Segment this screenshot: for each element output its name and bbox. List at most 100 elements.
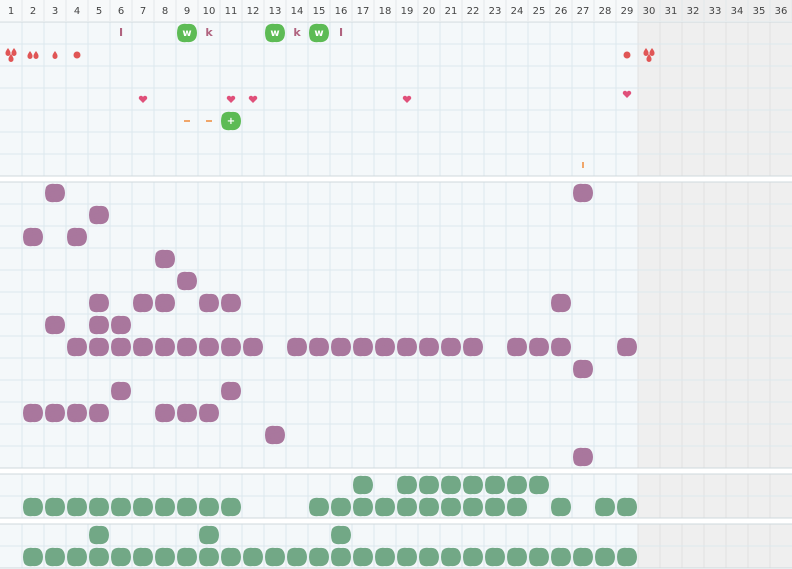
column-label: 3 [52,6,58,17]
column-label: 36 [775,6,788,17]
entry-blob [111,315,131,335]
blob-scribble [244,339,262,356]
blob-scribble [200,405,218,422]
entry-blob [133,293,153,313]
column-label: 16 [335,6,348,17]
blob-scribble [266,427,284,444]
blob-scribble [156,405,174,422]
drop-icon [649,48,655,56]
blob-scribble [552,295,570,312]
entry-blob [375,337,395,357]
entry-blob [89,525,109,545]
blob-scribble [464,339,482,356]
entry-blob [155,293,175,313]
blob-scribble [530,339,548,356]
blob-scribble [530,477,548,494]
badge-label: w [314,28,323,39]
blob-scribble [486,499,504,516]
entry-blob [397,475,417,495]
entry-blob [287,337,307,357]
entry-badge [177,23,197,43]
entry-blob [595,547,615,567]
entry-blob [463,475,483,495]
drop-icon [646,54,652,63]
entry-blob [67,403,87,423]
blob-scribble [222,383,240,400]
blob-scribble [178,549,196,566]
badge-label: + [227,116,235,127]
blob-scribble [596,499,614,516]
blob-scribble [508,477,526,494]
entry-blob [507,337,527,357]
blob-scribble [200,549,218,566]
entry-letter: I [339,26,343,39]
entry-badge [265,23,285,43]
blob-scribble [90,499,108,516]
heart-icon [248,95,258,103]
entry-blob [485,475,505,495]
blob-scribble [332,549,350,566]
entry-blob [551,337,571,357]
entry-blob [67,547,87,567]
blob-scribble [398,499,416,516]
column-label: 20 [423,6,436,17]
entry-blob [23,227,43,247]
entry-blob [133,337,153,357]
entry-blob [111,337,131,357]
blob-scribble [442,549,460,566]
blob-scribble [90,339,108,356]
blob-scribble [156,295,174,312]
column-label: 35 [753,6,766,17]
entry-blob [177,497,197,517]
blob-scribble [310,339,328,356]
column-label: 5 [96,6,102,17]
blob-scribble [596,549,614,566]
column-label: 1 [8,6,14,17]
entry-blob [441,497,461,517]
entry-blob [177,337,197,357]
entry-blob [551,547,571,567]
blob-scribble [354,477,372,494]
heart-icon [226,95,236,103]
blob-scribble [398,549,416,566]
entry-blob [551,497,571,517]
column-label: 23 [489,6,502,17]
entry-blob [199,403,219,423]
column-label: 6 [118,6,124,17]
entry-blob [331,525,351,545]
blob-scribble [354,499,372,516]
entry-blob [221,293,241,313]
drop-icon [52,51,58,59]
blob-scribble [442,499,460,516]
entry-blob [177,403,197,423]
entry-blob [529,337,549,357]
entry-blob [67,227,87,247]
entry-blob [397,547,417,567]
column-label: 22 [467,6,480,17]
entry-blob [89,337,109,357]
entry-blob [617,547,637,567]
drop-icon [8,54,14,63]
entry-blob [463,337,483,357]
column-label: 26 [555,6,568,17]
entry-blob [243,337,263,357]
blob-scribble [156,499,174,516]
blob-scribble [442,339,460,356]
entry-blob [199,337,219,357]
blob-scribble [178,405,196,422]
blob-scribble [178,273,196,290]
entry-blob [133,547,153,567]
blob-scribble [486,549,504,566]
blob-scribble [178,25,196,42]
entry-blob [23,497,43,517]
blob-scribble [24,405,42,422]
blob-scribble [508,339,526,356]
blob-scribble [24,549,42,566]
blob-scribble [530,549,548,566]
column-label: 19 [401,6,414,17]
entry-blob [265,547,285,567]
entry-blob [353,337,373,357]
entry-blob [595,497,615,517]
blob-scribble [90,317,108,334]
column-label: 8 [162,6,168,17]
